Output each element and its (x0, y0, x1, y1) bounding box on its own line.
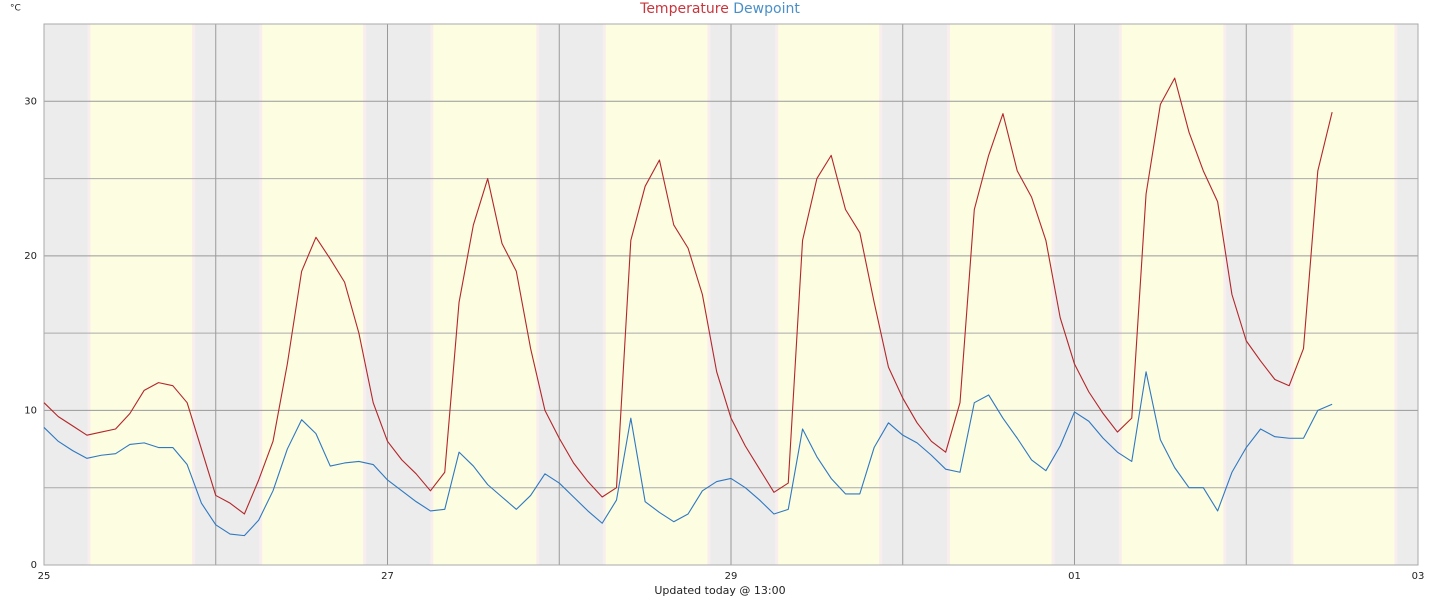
daylight-band (433, 24, 537, 565)
daylight-band (1121, 24, 1224, 565)
footer: Updated today @ 13:00 (654, 584, 785, 597)
daylight-band (90, 24, 193, 565)
daylight-band (262, 24, 364, 565)
legend-entry: Temperature (639, 1, 729, 17)
x-tick-label: 25 (38, 571, 51, 582)
series-line (43, 371, 1333, 537)
daylight-band (605, 24, 708, 565)
daylight-band (1293, 24, 1395, 565)
x-tick-label: 29 (725, 571, 738, 582)
x-tick-label: 01 (1068, 571, 1081, 582)
legend-entry: Dewpoint (733, 1, 800, 17)
x-tick-label: 27 (381, 571, 394, 582)
x-tick-label: 03 (1412, 571, 1425, 582)
y-tick-label: 10 (24, 405, 37, 416)
y-tick-label: 20 (24, 251, 37, 262)
unit-label: °C (10, 4, 21, 14)
plot-border (43, 23, 1419, 566)
y-tick-label: 30 (24, 96, 37, 107)
daylight-band (949, 24, 1052, 565)
legend: Temperature Dewpoint (639, 1, 800, 17)
plot-area (43, 23, 1419, 566)
series-line (43, 77, 1333, 515)
y-tick-label: 0 (31, 560, 37, 571)
daylight-band (778, 24, 880, 565)
